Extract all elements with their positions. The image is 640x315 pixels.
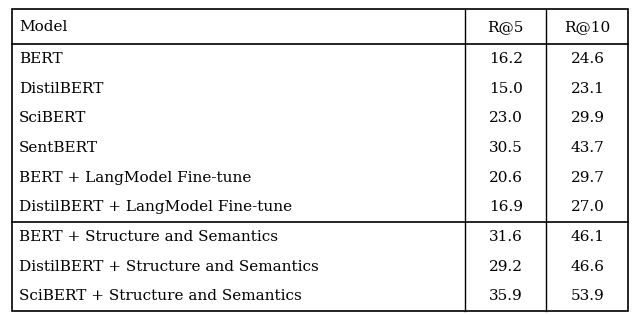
Text: SciBERT: SciBERT [19,111,86,125]
Text: R@5: R@5 [488,20,524,34]
Text: BERT: BERT [19,52,63,66]
Text: DistilBERT: DistilBERT [19,82,104,96]
Text: 46.6: 46.6 [570,260,604,274]
Text: BERT + LangModel Fine-tune: BERT + LangModel Fine-tune [19,171,252,185]
Text: 15.0: 15.0 [489,82,523,96]
Text: DistilBERT + LangModel Fine-tune: DistilBERT + LangModel Fine-tune [19,200,292,215]
Text: SentBERT: SentBERT [19,141,98,155]
Text: 43.7: 43.7 [571,141,604,155]
Text: SciBERT + Structure and Semantics: SciBERT + Structure and Semantics [19,289,302,303]
Text: R@10: R@10 [564,20,611,34]
Text: 27.0: 27.0 [570,200,604,215]
Text: 16.2: 16.2 [489,52,523,66]
Text: 23.1: 23.1 [570,82,604,96]
Text: 29.7: 29.7 [570,171,604,185]
Text: 24.6: 24.6 [570,52,604,66]
Text: 29.9: 29.9 [570,111,604,125]
Text: 46.1: 46.1 [570,230,604,244]
Text: Model: Model [19,20,68,34]
Text: 35.9: 35.9 [489,289,523,303]
Text: 16.9: 16.9 [489,200,523,215]
Text: 20.6: 20.6 [489,171,523,185]
Text: 53.9: 53.9 [571,289,604,303]
Text: 30.5: 30.5 [489,141,523,155]
Text: 29.2: 29.2 [489,260,523,274]
Text: 31.6: 31.6 [489,230,523,244]
Text: DistilBERT + Structure and Semantics: DistilBERT + Structure and Semantics [19,260,319,274]
Text: 23.0: 23.0 [489,111,523,125]
Text: BERT + Structure and Semantics: BERT + Structure and Semantics [19,230,278,244]
